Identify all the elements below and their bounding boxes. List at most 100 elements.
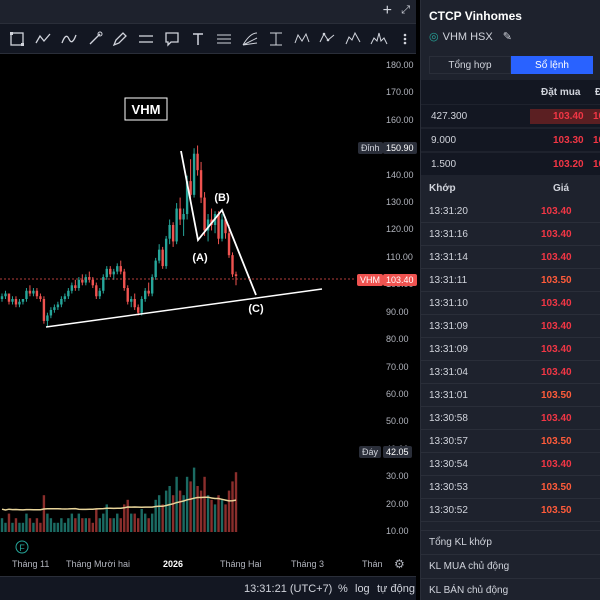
volume-bar [168, 486, 171, 532]
candle [150, 274, 154, 297]
trade-row: 13:31:16 103.40 [421, 223, 600, 246]
candle [18, 299, 21, 308]
volume-bar [133, 513, 136, 532]
time-axis[interactable]: Tháng 11 Tháng Mười hai 2026 Tháng Hai T… [0, 554, 416, 574]
volume-bar [220, 499, 224, 532]
trade-time: 13:31:09 [429, 321, 468, 332]
trade-time: 13:30:53 [429, 482, 468, 493]
candle [213, 211, 217, 234]
rectangle-tool-icon[interactable] [6, 28, 28, 50]
trades-list[interactable]: 13:31:20 103.40 13:31:16 103.40 13:31:14 103.… [421, 200, 600, 522]
trade-time: 13:30:52 [429, 505, 468, 516]
fib-fan-icon[interactable] [239, 28, 261, 50]
candle [88, 271, 91, 283]
tab-order-book[interactable]: Sổ lệnh [511, 56, 593, 74]
ask-price-cut: 10 [593, 159, 600, 170]
trade-time: 13:31:09 [429, 344, 468, 355]
candle [46, 312, 49, 327]
trade-time: 13:31:01 [429, 390, 468, 401]
bid-volume-bar [529, 109, 600, 124]
candle [126, 285, 129, 305]
tab-summary[interactable]: Tổng hợp [429, 56, 511, 74]
brush-tool-icon[interactable] [84, 28, 106, 50]
candle [35, 288, 39, 299]
callout-icon[interactable] [161, 28, 183, 50]
candle [227, 224, 231, 258]
volume-bar [234, 472, 238, 532]
candle [217, 211, 220, 245]
volume-bar [130, 513, 133, 532]
auto-toggle[interactable]: tự động [377, 583, 415, 595]
candle [116, 263, 119, 275]
orderbook-row[interactable]: 1.500 103.20 10 [421, 152, 600, 175]
percent-toggle[interactable]: % [338, 583, 348, 595]
log-toggle[interactable]: log [355, 583, 370, 595]
indicator-badge[interactable]: F [19, 543, 25, 553]
price-range-icon[interactable] [265, 28, 287, 50]
add-icon[interactable]: + [382, 2, 392, 19]
high-badge-label: Đỉnh [358, 142, 383, 154]
summary-sell: KL BÁN chủ động [421, 578, 600, 600]
candle [81, 274, 84, 286]
bid-volume: 1.500 [431, 159, 457, 170]
pen-tool-icon[interactable] [110, 28, 132, 50]
curve-tool-icon[interactable] [58, 28, 80, 50]
candle [0, 293, 4, 302]
low-badge-label: Đáy [359, 446, 382, 458]
wave-label-b: (B) [214, 192, 230, 204]
candle [105, 266, 108, 280]
more-tools-icon[interactable] [394, 28, 416, 50]
candle [32, 288, 35, 297]
time-label: Thán [362, 559, 383, 569]
parallel-channel-icon[interactable] [135, 28, 157, 50]
chart-panel[interactable]: + ⤢ [0, 0, 417, 600]
candle [140, 296, 143, 316]
volume-ma-line [1, 496, 237, 511]
volume-bar [0, 518, 4, 532]
orderbook-row[interactable]: 427.300 103.40 10 [421, 104, 600, 127]
trade-time: 13:30:54 [429, 459, 468, 470]
clock-readout: 13:31:21 (UTC+7) [244, 583, 333, 595]
trade-row: 13:31:09 103.40 [421, 315, 600, 338]
candle [7, 293, 11, 305]
volume-bar [112, 518, 115, 532]
volume-bar [63, 522, 67, 532]
path-tool-icon[interactable] [32, 28, 54, 50]
price-axis-label: 70.00 [386, 361, 409, 372]
candle [112, 268, 115, 280]
panel-tabs: Tổng hợp Sổ lệnh [429, 56, 600, 74]
price-axis-label: 80.00 [386, 334, 409, 345]
orderbook-row[interactable]: 9.000 103.30 10 [421, 128, 600, 151]
elliott-wave-icon[interactable] [342, 28, 364, 50]
trade-time: 13:31:04 [429, 367, 468, 378]
wave-label-c: (C) [248, 303, 264, 315]
candle [154, 257, 157, 280]
bid-price: 103.40 [553, 111, 584, 122]
candle [56, 301, 60, 310]
head-shoulders-icon[interactable] [368, 28, 390, 50]
price-axis-label: 20.00 [386, 498, 409, 509]
volume-bar [88, 518, 91, 532]
candle [123, 268, 126, 291]
settings-gear-icon[interactable]: ⚙ [394, 557, 405, 571]
last-badge-value: 103.40 [383, 274, 417, 286]
volume-bar [14, 518, 18, 532]
price-axis-label: 110.00 [386, 251, 413, 262]
candle [84, 274, 88, 286]
candle [143, 288, 147, 302]
trade-row: 13:30:53 103.50 [421, 476, 600, 499]
pattern-xabcd-icon[interactable] [291, 28, 313, 50]
candle [130, 296, 133, 308]
fib-retracement-icon[interactable] [213, 28, 235, 50]
candle [133, 293, 136, 310]
pattern-abc-icon[interactable] [317, 28, 339, 50]
trade-price: 103.50 [541, 482, 572, 493]
edit-pencil-icon[interactable]: ✎ [502, 31, 512, 43]
candle [234, 271, 238, 286]
trade-price: 103.50 [541, 505, 572, 516]
price-chart[interactable]: VHM (A) (B) (C) F [0, 54, 416, 554]
orderbook-header: Đặt mua Đ [421, 80, 600, 104]
text-tool-icon[interactable] [187, 28, 209, 50]
symbol-row[interactable]: ◎ VHM HSX ✎ [429, 30, 512, 44]
expand-icon[interactable]: ⤢ [401, 4, 410, 16]
